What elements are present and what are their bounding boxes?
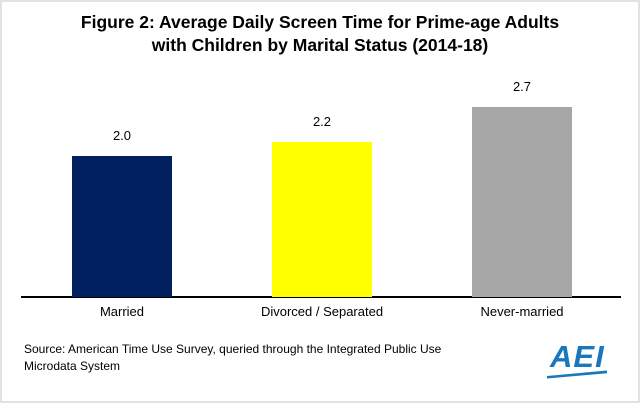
chart-title-line1: Figure 2: Average Daily Screen Time for … — [80, 12, 560, 32]
bar-category-label-divorced-separated: Divorced / Separated — [260, 304, 384, 319]
bar-married — [72, 156, 172, 297]
bar-value-label-never-married: 2.7 — [512, 79, 532, 94]
x-axis-line — [21, 296, 621, 298]
bar-divorced-separated — [272, 142, 372, 297]
aei-logo: AEI — [545, 336, 623, 382]
bar-category-label-married: Married — [99, 304, 145, 319]
aei-logo-icon: AEI — [547, 339, 607, 379]
source-note-line2: Microdata System — [24, 359, 121, 373]
chart-title-line2: with Children by Marital Status (2014-18… — [151, 35, 489, 55]
chart-title: Figure 2: Average Daily Screen Time for … — [2, 11, 638, 57]
bar-category-label-never-married: Never-married — [480, 304, 564, 319]
bar-value-label-married: 2.0 — [112, 128, 132, 143]
bar-value-label-divorced-separated: 2.2 — [312, 114, 332, 129]
source-note-line1: Source: American Time Use Survey, querie… — [24, 342, 442, 356]
svg-text:AEI: AEI — [549, 339, 605, 374]
bar-never-married — [472, 107, 572, 297]
source-note: Source: American Time Use Survey, querie… — [24, 341, 441, 375]
